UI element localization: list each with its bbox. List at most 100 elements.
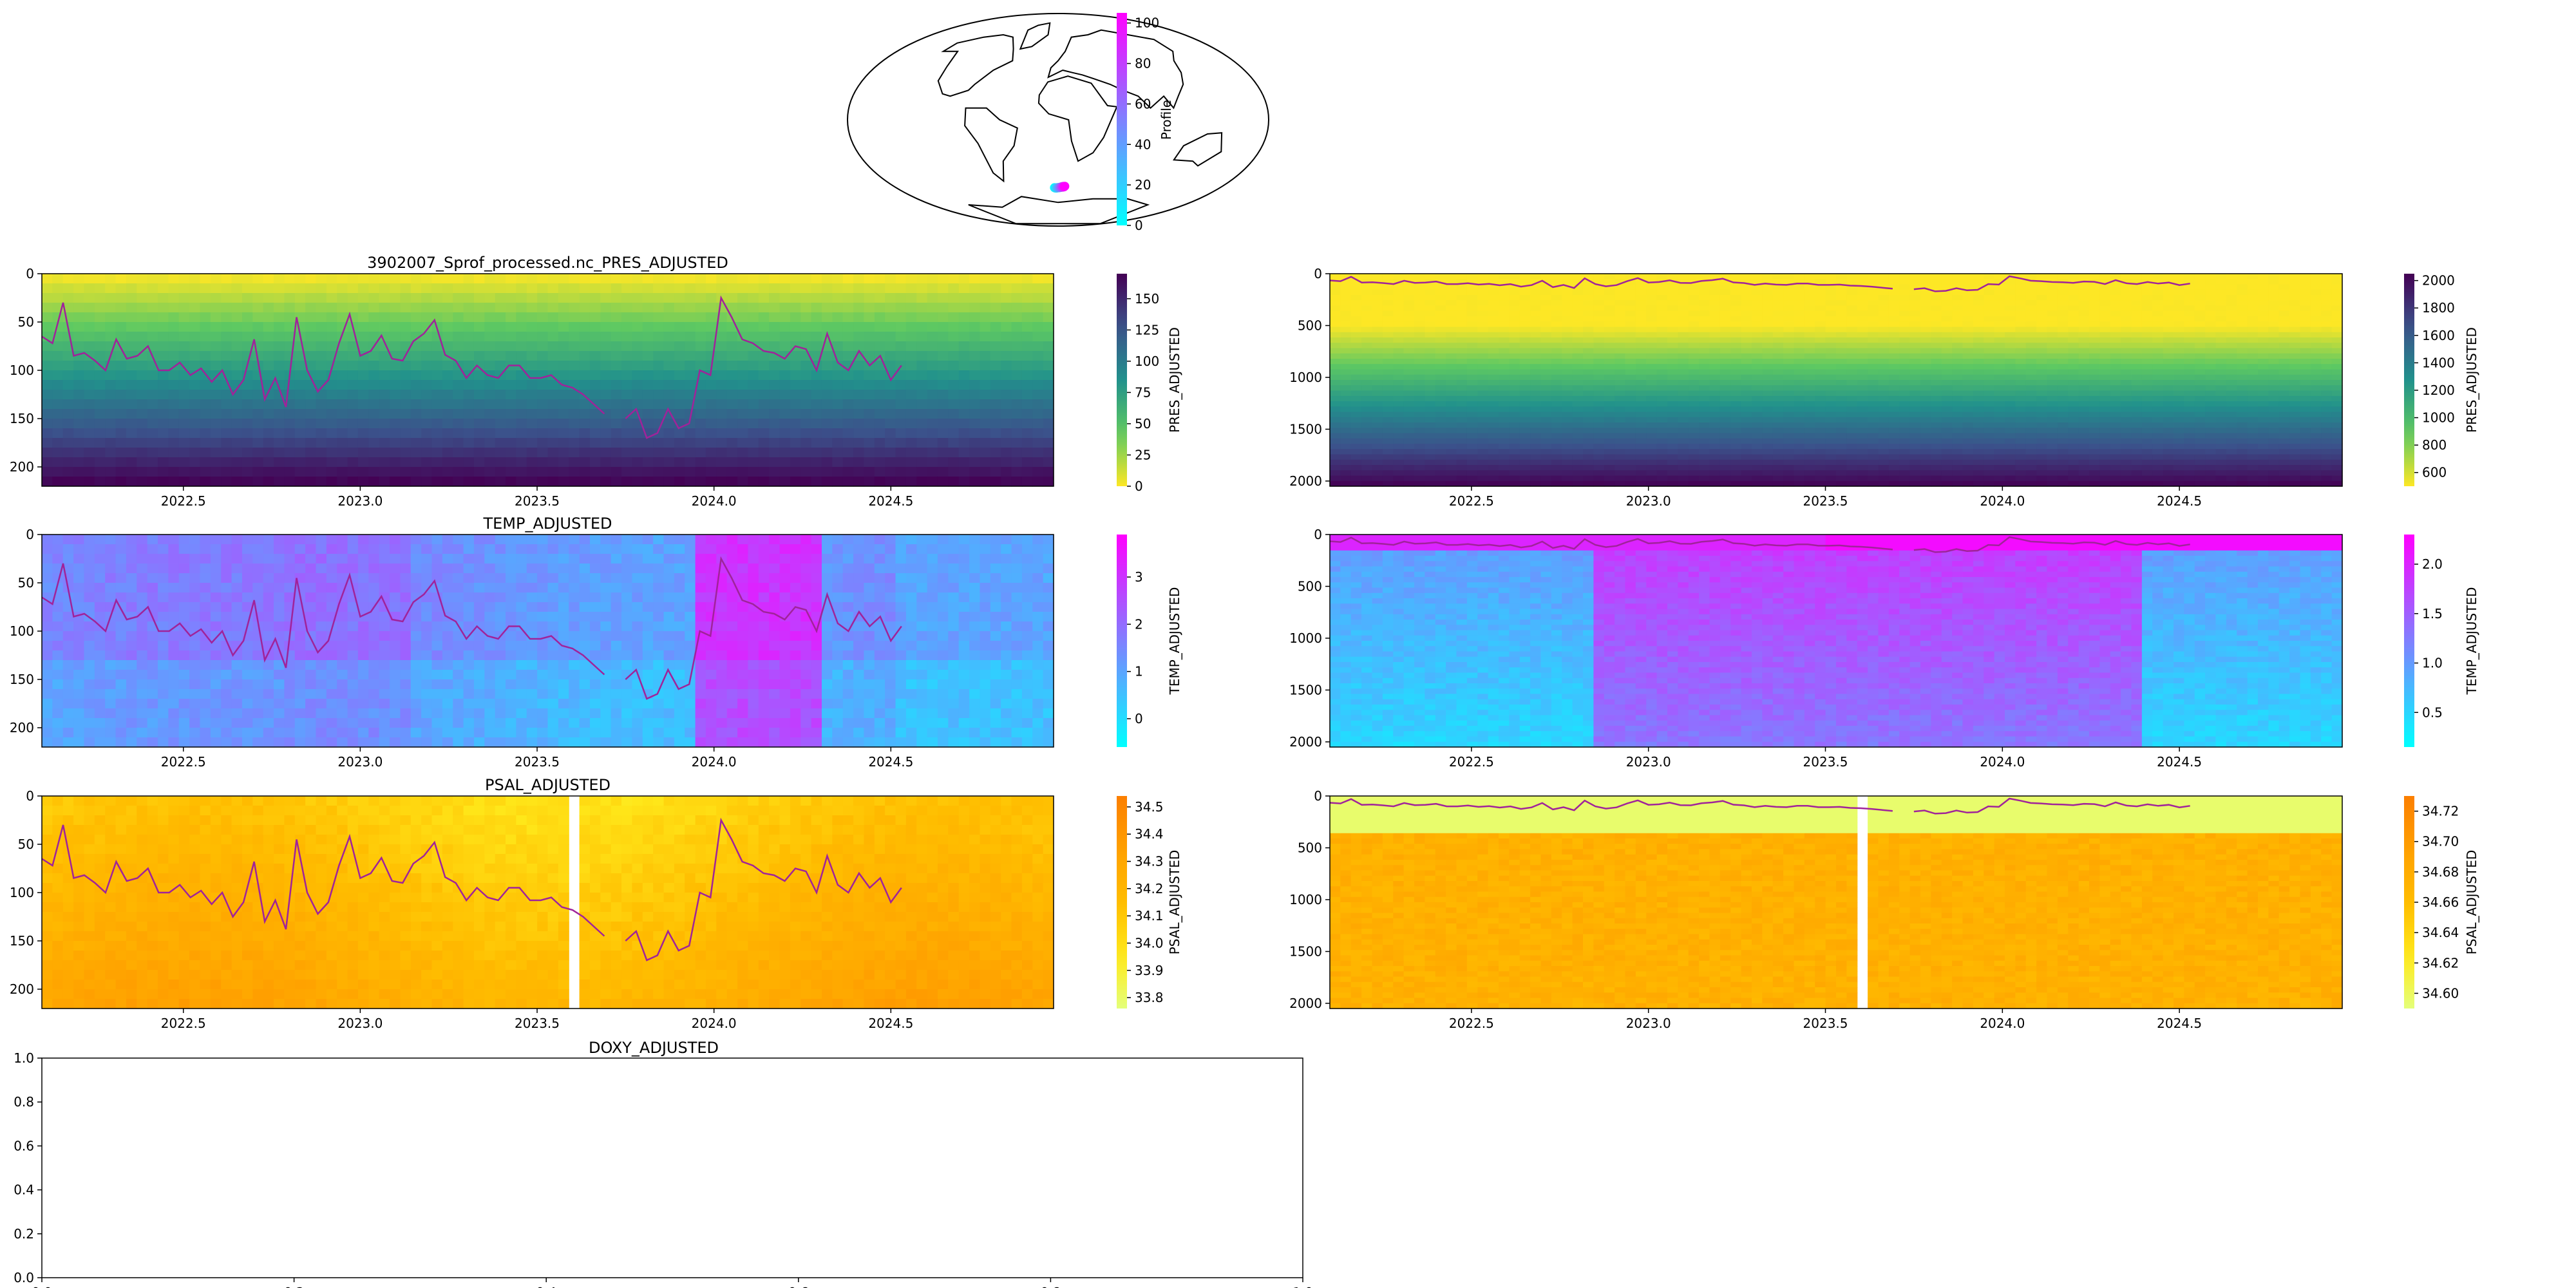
heatmap-cell: [516, 361, 527, 371]
heatmap-cell: [294, 448, 306, 458]
heatmap-cell: [357, 477, 369, 487]
heatmap-cell: [569, 303, 580, 313]
heatmap-cell: [1909, 316, 1921, 322]
heatmap-cell: [1762, 284, 1774, 290]
heatmap-cell: [263, 274, 274, 284]
heatmap-cell: [1540, 316, 1552, 322]
heatmap-cell: [252, 380, 264, 390]
heatmap-cell: [1372, 444, 1383, 450]
heatmap-cell: [748, 428, 759, 439]
heatmap-cell: [1857, 406, 1868, 413]
heatmap-cell: [537, 341, 549, 352]
heatmap-cell: [1815, 274, 1826, 279]
heatmap-cell: [379, 351, 390, 361]
heatmap-cell: [1878, 327, 1889, 333]
heatmap-cell: [337, 283, 348, 294]
heatmap-cell: [2005, 369, 2016, 375]
heatmap-cell: [1909, 359, 1921, 365]
heatmap-cell: [800, 467, 812, 477]
heatmap-cell: [1466, 295, 1478, 301]
heatmap-cell: [1477, 343, 1489, 349]
heatmap-cell: [473, 361, 485, 371]
heatmap-cell: [1888, 369, 1900, 375]
heatmap-cell: [653, 467, 665, 477]
heatmap-cell: [495, 457, 506, 468]
heatmap-cell: [916, 438, 928, 448]
heatmap-cell: [1994, 465, 2005, 471]
heatmap-cell: [2005, 305, 2016, 312]
heatmap-cell: [1931, 465, 1942, 471]
heatmap-cell: [1878, 475, 1889, 482]
heatmap-cell: [1572, 401, 1584, 407]
heatmap-cell: [1667, 284, 1678, 290]
heatmap-cell: [958, 274, 970, 284]
heatmap-cell: [769, 428, 781, 439]
heatmap-cell: [210, 419, 222, 429]
heatmap-cell: [569, 293, 580, 303]
heatmap-cell: [294, 457, 306, 468]
heatmap-cell: [1583, 316, 1594, 322]
heatmap-cell: [1477, 359, 1489, 365]
heatmap-cell: [200, 477, 211, 487]
heatmap-cell: [1888, 480, 1900, 487]
heatmap-cell: [453, 477, 464, 487]
heatmap-cell: [1899, 428, 1911, 434]
heatmap-cell: [294, 428, 306, 439]
heatmap-cell: [115, 312, 127, 323]
heatmap-cell: [853, 274, 865, 284]
heatmap-cell: [263, 361, 274, 371]
heatmap-cell: [1878, 395, 1889, 402]
heatmap-cell: [927, 341, 938, 352]
heatmap-cell: [1403, 374, 1415, 381]
heatmap-cell: [1846, 401, 1858, 407]
heatmap-cell: [1350, 433, 1362, 439]
heatmap-cell: [1499, 343, 1510, 349]
heatmap-cell: [463, 351, 475, 361]
heatmap-cell: [2025, 364, 2037, 370]
heatmap-cell: [1519, 412, 1531, 418]
heatmap-cell: [73, 399, 85, 410]
heatmap-cell: [2047, 401, 2058, 407]
heatmap-cell: [484, 274, 496, 284]
heatmap-cell: [1043, 293, 1054, 303]
heatmap-cell: [1466, 475, 1478, 482]
heatmap-cell: [1466, 406, 1478, 413]
heatmap-cell: [1635, 337, 1647, 343]
heatmap-cell: [506, 312, 516, 323]
heatmap-cell: [1382, 337, 1394, 343]
heatmap-cell: [516, 322, 527, 332]
heatmap-cell: [390, 399, 401, 410]
heatmap-cell: [337, 448, 348, 458]
heatmap-cell: [1709, 390, 1721, 397]
heatmap-cell: [621, 419, 633, 429]
heatmap-cell: [137, 457, 148, 468]
heatmap-cell: [495, 428, 506, 439]
heatmap-cell: [168, 419, 180, 429]
heatmap-cell: [1962, 380, 1974, 386]
heatmap-cell: [758, 457, 770, 468]
heatmap-cell: [1709, 274, 1721, 279]
heatmap-cell: [1762, 359, 1774, 365]
heatmap-cell: [1667, 343, 1678, 349]
heatmap-cell: [1868, 289, 1879, 296]
heatmap-cell: [579, 351, 591, 361]
heatmap-cell: [1021, 332, 1033, 342]
heatmap-cell: [790, 274, 801, 284]
heatmap-cell: [1656, 390, 1668, 397]
heatmap-cell: [1593, 353, 1605, 359]
heatmap-cell: [526, 409, 538, 419]
heatmap-cell: [84, 370, 95, 381]
heatmap-cell: [537, 370, 549, 381]
heatmap-cell: [1001, 274, 1012, 284]
heatmap-cell: [1836, 401, 1847, 407]
heatmap-cell: [431, 457, 443, 468]
heatmap-cell: [379, 399, 390, 410]
heatmap-cell: [73, 380, 85, 390]
heatmap-cell: [1393, 380, 1405, 386]
heatmap-cell: [1815, 385, 1826, 392]
heatmap-cell: [73, 293, 85, 303]
heatmap-cell: [347, 351, 359, 361]
heatmap-cell: [1857, 401, 1868, 407]
heatmap-cell: [1878, 417, 1889, 423]
heatmap-cell: [1361, 444, 1373, 450]
